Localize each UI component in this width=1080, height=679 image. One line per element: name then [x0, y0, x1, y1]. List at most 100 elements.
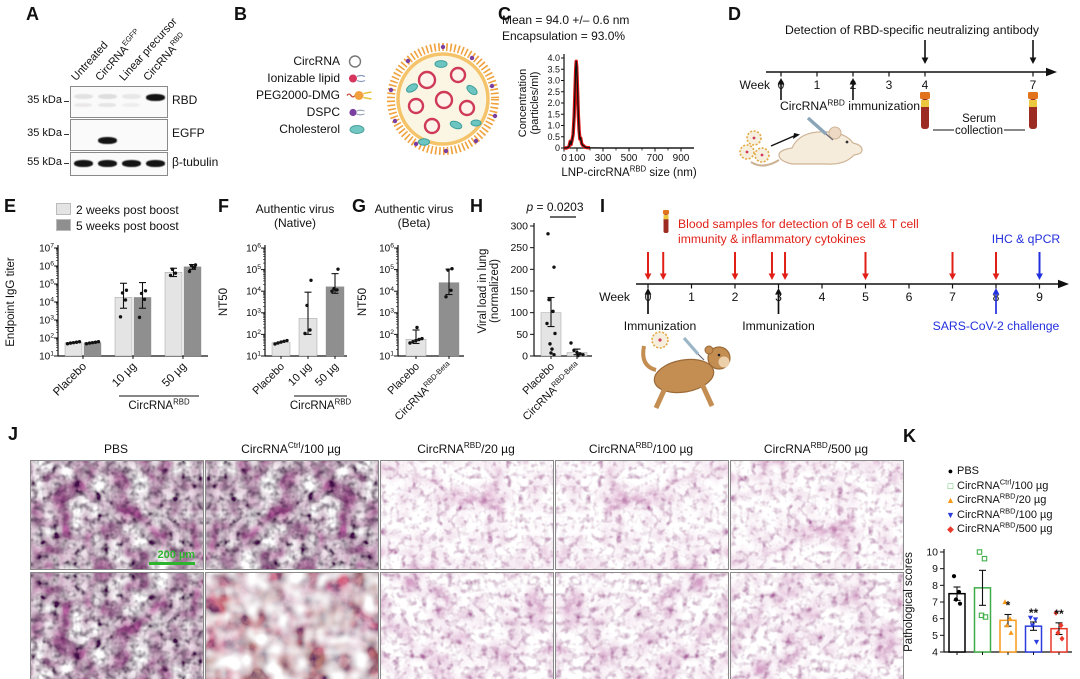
data-point	[444, 295, 448, 299]
arrow	[775, 288, 782, 295]
data-point	[303, 331, 307, 336]
data-point	[282, 339, 286, 343]
data-point	[71, 340, 76, 345]
data-point	[1029, 623, 1036, 629]
y-tick-label: 100	[510, 307, 528, 319]
y-tick-label: 102	[246, 329, 261, 341]
group-label: CircRNARBD	[128, 398, 190, 412]
data-point	[569, 341, 573, 345]
bar	[183, 266, 202, 357]
protein-band	[145, 94, 165, 101]
data-point	[1032, 617, 1039, 623]
x-axis-label: LNP-circRNARBD size (nm)	[561, 165, 697, 179]
y-tick-label: 105	[39, 279, 54, 291]
bar	[948, 592, 966, 653]
lnp-encapsulation: Encapsulation = 93.0%	[502, 29, 626, 43]
y-axis-label: (normalized)	[489, 259, 501, 323]
data-point	[87, 341, 92, 345]
data-point	[65, 342, 70, 346]
lnp-circrna-rings	[407, 66, 476, 135]
y-tick-label: 105	[246, 264, 261, 276]
scale-bar-label: 200 µm	[157, 549, 195, 561]
protein-band-faint	[74, 103, 92, 107]
circle-outline-icon	[346, 54, 376, 69]
lnp-legend-label: PEG2000-DMG	[255, 88, 340, 102]
axis-arrowhead	[1046, 67, 1057, 77]
panel-d-mouse-timeline: D Detection of RBD-specific neutralizing…	[700, 0, 1080, 196]
data-point	[546, 232, 550, 236]
data-point	[953, 597, 959, 602]
marker-tick	[64, 101, 69, 102]
molecular-weight-marker: 55 kDa	[27, 156, 62, 168]
y-tick-label: 7	[932, 597, 938, 609]
significance-label: **	[1029, 606, 1039, 620]
histology-column-title: CircRNARBD/20 µg	[417, 441, 515, 456]
week-word: Week	[599, 290, 631, 304]
histology-column-title: CircRNARBD/500 µg	[763, 441, 869, 456]
lnp-mean-size: Mean = 94.0 +/– 0.6 nm	[502, 13, 630, 27]
x-category-label: 50 µg	[313, 361, 341, 389]
viral-load-chart: 0 50 100 150 200 250 300 Viral load in lung (nor…	[477, 216, 592, 423]
y-tick-label: 3.0	[547, 76, 560, 86]
week-tick-label: 3	[886, 78, 893, 92]
histology-image-hemorrhagic-r2c2	[205, 572, 379, 679]
triangle-up-icon: ▲	[946, 495, 955, 505]
y-tick-label: 1.5	[547, 109, 560, 119]
y-tick-label: 103	[39, 315, 54, 327]
macaque-study-timeline: Blood samples for detection of B cell & …	[599, 210, 1069, 410]
data-point	[118, 315, 123, 319]
data-point	[575, 350, 579, 355]
data-point	[142, 297, 147, 302]
x-category-label: Placebo	[251, 361, 288, 398]
data-point	[414, 338, 418, 343]
legend-label: CircRNACtrl/100 µg	[957, 476, 1049, 492]
data-point	[189, 263, 194, 268]
blot-box	[70, 86, 168, 118]
panel-label-b: B	[234, 4, 247, 24]
blood-tube-icon	[662, 210, 670, 233]
square-open-icon: □	[947, 480, 954, 491]
protein-band	[97, 137, 117, 144]
immunization-label: CircRNARBD immunization	[780, 97, 920, 113]
data-point	[330, 289, 334, 293]
blot-box	[70, 152, 168, 176]
panel-label-e: E	[4, 196, 17, 216]
panel-k-pathology-scores: K ● PBS □ CircRNACtrl/100 µg ▲ CircRNARBD/20 …	[900, 414, 1080, 679]
data-point	[1008, 630, 1014, 635]
y-tick-label: 102	[39, 333, 54, 345]
data-point	[951, 574, 957, 579]
data-point	[1053, 609, 1059, 616]
diamond-icon: ◆	[947, 524, 954, 534]
data-point	[552, 265, 556, 269]
lnp-particle-illustration	[387, 43, 499, 155]
legend-item: 5 weeks post boost	[56, 218, 179, 234]
panel-label-a: A	[26, 4, 39, 24]
data-point	[276, 341, 280, 345]
lnp-legend-label: Ionizable lipid	[267, 71, 340, 85]
blot-target-label: RBD	[172, 93, 198, 107]
panel-label-c: C	[498, 4, 511, 24]
mouse-illustration	[739, 116, 863, 167]
challenge-label: SARS-CoV-2 challenge	[933, 319, 1060, 333]
panel-j-lung-histology: J PBS CircRNACtrl/100 µg CircRNARBD/20 µg C…	[0, 414, 904, 679]
blood-sampling-label: Blood samples for detection of B cell & …	[678, 217, 919, 231]
histology-image-light-r1c3	[380, 460, 554, 570]
legend-item: □ CircRNACtrl/100 µg	[944, 476, 1052, 494]
significance-label: *	[1006, 599, 1011, 613]
macaque-illustration	[641, 331, 731, 410]
data-point	[550, 347, 554, 351]
data-point	[976, 549, 983, 555]
legend-label: CircRNARBD/20 µg	[957, 491, 1047, 506]
histology-image-light-r2c3	[380, 572, 554, 679]
x-tick-label: 900	[673, 153, 690, 164]
protein-band	[97, 94, 117, 99]
y-tick-label: 2.5	[547, 87, 560, 97]
data-point	[68, 341, 73, 345]
data-point	[446, 268, 450, 272]
y-tick-label: 4	[932, 647, 938, 659]
legend-item: ● PBS	[944, 464, 1052, 479]
serum-label: collection	[955, 125, 1003, 137]
arrow	[1036, 273, 1043, 280]
y-axis-label: Pathological scores	[903, 552, 915, 652]
purple-lipid-icon	[346, 105, 376, 120]
